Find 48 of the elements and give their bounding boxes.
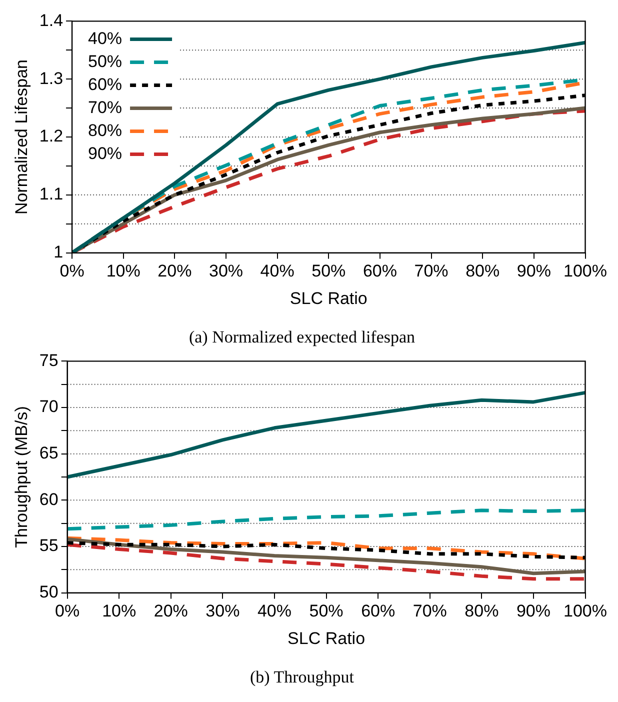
x-tick-label: 20% [154,602,188,621]
x-tick-label: 70% [414,262,448,281]
x-tick-label: 0% [55,602,80,621]
x-tick-label: 60% [361,602,396,621]
y-tick-label: 75 [39,350,58,370]
y-tick-label: 60 [39,490,58,509]
y-tick-label: 1.3 [39,68,64,88]
y-axis-title: Throughput (MB/s) [12,406,31,548]
y-tick-label: 50 [39,582,58,602]
x-tick-label: 30% [206,602,240,621]
x-tick-label: 50% [312,262,346,281]
x-axis-title: SLC Ratio [288,629,366,648]
x-tick-label: 100% [564,262,607,281]
x-tick-label: 70% [412,602,447,621]
x-axis-title: SLC Ratio [290,289,368,308]
x-tick-label: 40% [257,602,292,621]
x-tick-label: 50% [309,602,344,621]
x-tick-label: 90% [516,262,551,281]
y-tick-label: 70 [39,397,58,416]
x-tick-label: 80% [466,262,500,281]
x-tick-label: 10% [106,262,140,281]
x-tick-label: 100% [564,602,607,621]
legend-label: 40% [88,28,122,48]
y-tick-label: 1.1 [39,184,64,204]
x-tick-label: 30% [208,262,244,281]
legend-label: 90% [88,144,122,163]
line-series [67,536,586,560]
text: (a) Normalized expected lifespan [188,327,416,346]
text: (b) Throughput [250,667,354,686]
legend-label: 70% [88,98,122,117]
y-tick-label: 65 [39,444,58,463]
legend-label: 60% [88,74,122,94]
x-tick-label: 40% [260,262,294,281]
x-tick-label: 10% [102,602,136,621]
y-tick-label: 1 [54,242,64,262]
x-tick-label: 80% [464,602,499,621]
legend-label: 50% [88,52,122,71]
x-tick-label: 90% [516,602,550,621]
y-tick-label: 55 [39,536,58,556]
legend-label: 80% [88,120,122,140]
x-tick-label: 60% [362,262,397,281]
y-axis-title: Normalized Lifespan [12,60,31,214]
y-tick-label: 1.2 [39,126,64,146]
x-tick-label: 0% [60,262,84,281]
line-series [67,542,586,581]
y-tick-label: 1.4 [39,10,64,30]
line-series [67,508,586,531]
x-tick-label: 20% [158,262,192,281]
